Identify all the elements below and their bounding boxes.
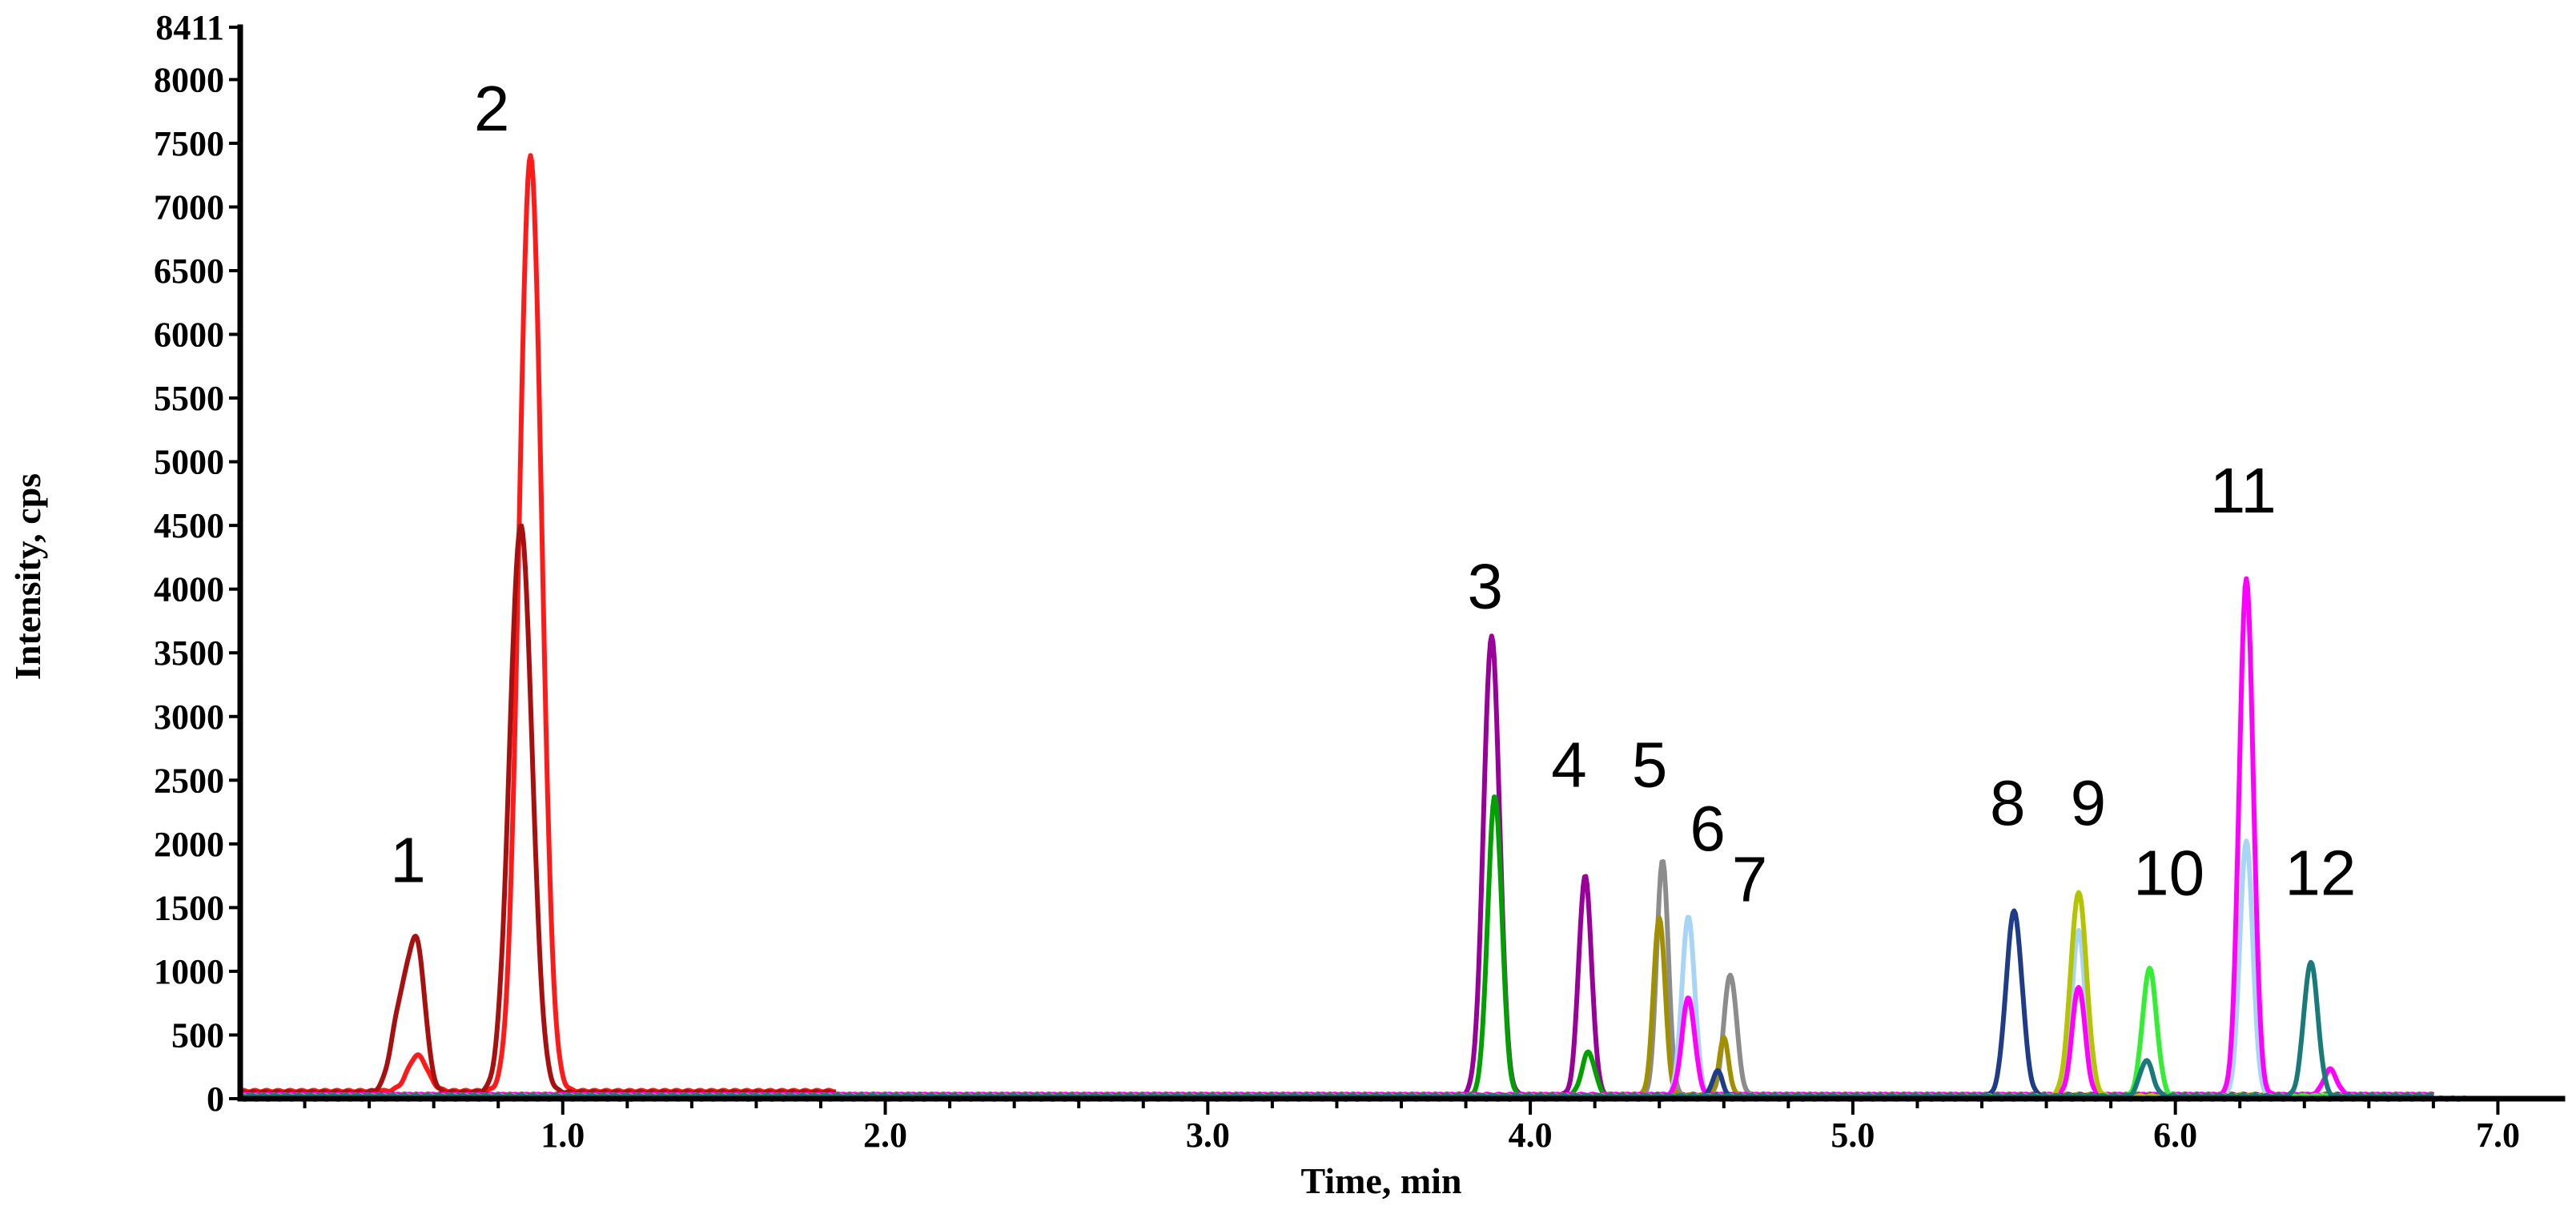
y-tick-label: 1500 (154, 888, 224, 927)
x-tick-label: 2.0 (863, 1115, 907, 1155)
peak-label: 5 (1632, 729, 1668, 800)
series-line-9 (239, 908, 2435, 1099)
y-tick-label: 7500 (154, 124, 224, 163)
x-tick-label: 4.0 (1509, 1115, 1553, 1155)
y-tick-label: 8411 (155, 8, 224, 47)
y-tick-label: 8000 (154, 60, 224, 99)
y-tick-label: 2500 (154, 761, 224, 800)
peak-label: 1 (390, 825, 426, 896)
y-tick-label: 6000 (154, 316, 224, 355)
y-axis-ticks: 0 500 1000 1500 2000 2500 3000 3500 4000 4500 5000… (154, 8, 240, 1119)
peak-label: 10 (2133, 837, 2204, 908)
peak-label: 2 (474, 73, 510, 144)
peak-label: 4 (1551, 729, 1587, 800)
y-tick-label: 4000 (154, 570, 224, 609)
y-tick-label: 1000 (154, 952, 224, 991)
y-tick-label: 2000 (154, 825, 224, 864)
x-axis-title: Time, min (1300, 1160, 1461, 1201)
y-axis-title: Intensity, cps (7, 473, 48, 680)
peak-label: 9 (2071, 767, 2107, 838)
series-line-5 (239, 858, 2435, 1099)
y-tick-label: 7000 (154, 187, 224, 227)
peak-label: 11 (2210, 455, 2277, 526)
x-tick-label: 5.0 (1831, 1115, 1875, 1155)
peak-label: 6 (1690, 793, 1726, 864)
peak-label: 3 (1467, 551, 1503, 622)
y-tick-label: 4500 (154, 506, 224, 545)
peak-label: 12 (2285, 837, 2356, 908)
y-tick-label: 500 (171, 1015, 224, 1055)
y-tick-label: 5000 (154, 443, 224, 482)
series-line-6 (239, 915, 2435, 1099)
x-tick-label: 7.0 (2476, 1115, 2520, 1155)
y-tick-label: 6500 (154, 251, 224, 291)
series-layer (239, 153, 2467, 1102)
series-line-3 (239, 633, 2435, 1099)
y-tick-label: 5500 (154, 379, 224, 418)
y-tick-label: 3500 (154, 633, 224, 673)
x-tick-label: 6.0 (2153, 1115, 2197, 1155)
peak-label: 8 (1990, 767, 2026, 838)
peak-label: 7 (1732, 843, 1768, 915)
y-tick-label: 3000 (154, 697, 224, 737)
x-tick-label: 1.0 (541, 1115, 585, 1155)
series-line-12 (239, 959, 2435, 1099)
series-line-7 (239, 838, 2435, 1099)
series-line-10 (239, 890, 2435, 1099)
series-line-2 (239, 523, 838, 1095)
x-axis-ticks: 1.0 2.0 3.0 4.0 5.0 6.0 7.0 (303, 1099, 2520, 1155)
series-line-4 (239, 794, 2435, 1099)
y-tick-label: 0 (207, 1079, 224, 1119)
series-line-11 (239, 966, 2435, 1099)
x-tick-label: 3.0 (1186, 1115, 1230, 1155)
